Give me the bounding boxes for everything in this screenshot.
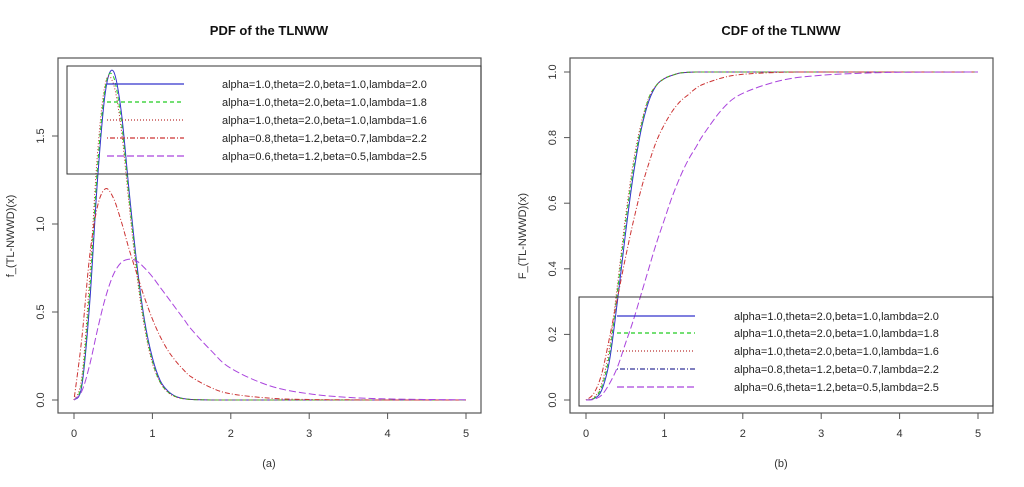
- cdf-legend-label: alpha=1.0,theta=2.0,beta=1.0,lambda=1.8: [734, 328, 939, 340]
- pdf-x-ticks: 0 1 2 3 4 5: [71, 413, 469, 440]
- pdf-y-tick-label: 1.0: [35, 216, 47, 231]
- pdf-y-tick-label: 0.0: [35, 392, 47, 407]
- cdf-series-line: [585, 71, 978, 401]
- pdf-x-tick-label: 0: [71, 428, 77, 440]
- cdf-series-line: [585, 71, 979, 401]
- cdf-legend-label: alpha=0.8,theta=1.2,beta=0.7,lambda=2.2: [734, 364, 939, 376]
- cdf-x-tick-label: 2: [740, 428, 746, 440]
- cdf-legend: alpha=1.0,theta=2.0,beta=1.0,lambda=2.0 a…: [578, 296, 994, 407]
- cdf-y-axis-label: F_(TL-NWWD)(x): [517, 193, 529, 279]
- cdf-y-tick-label: 1.0: [547, 64, 559, 79]
- pdf-series-line: [73, 258, 467, 401]
- pdf-y-ticks: 0.0 0.5 1.0 1.5: [35, 128, 58, 408]
- cdf-series-line: [585, 71, 978, 401]
- cdf-x-tick-label: 0: [583, 428, 589, 440]
- pdf-series-line: [73, 72, 466, 401]
- cdf-y-tick-label: 0.6: [547, 196, 559, 211]
- pdf-chart-title: PDF of the TLNWW: [210, 23, 329, 38]
- cdf-x-tick-label: 3: [818, 428, 824, 440]
- cdf-x-ticks: 0 1 2 3 4 5: [583, 413, 981, 440]
- cdf-legend-label: alpha=1.0,theta=2.0,beta=1.0,lambda=1.6: [734, 346, 939, 358]
- cdf-x-tick-label: 4: [897, 428, 903, 440]
- pdf-legend: alpha=1.0,theta=2.0,beta=1.0,lambda=2.0 a…: [66, 65, 482, 175]
- pdf-legend-label: alpha=1.0,theta=2.0,beta=1.0,lambda=1.6: [222, 115, 427, 127]
- cdf-y-tick-label: 0.2: [547, 327, 559, 342]
- cdf-chart-title: CDF of the TLNWW: [721, 23, 841, 38]
- pdf-legend-label: alpha=0.8,theta=1.2,beta=0.7,lambda=2.2: [222, 133, 427, 145]
- pdf-panel: PDF of the TLNWW (a) f_(TL-NWWD)(x) 0 1 2 3…: [5, 23, 482, 470]
- pdf-x-tick-label: 3: [306, 428, 312, 440]
- pdf-x-tick-label: 5: [463, 428, 469, 440]
- cdf-legend-label: alpha=1.0,theta=2.0,beta=1.0,lambda=2.0: [734, 311, 939, 323]
- pdf-y-tick-label: 0.5: [35, 304, 47, 319]
- cdf-y-tick-label: 0.8: [547, 130, 559, 145]
- cdf-panel: CDF of the TLNWW (b) F_(TL-NWWD)(x) 0 1 2 3…: [517, 23, 994, 470]
- cdf-y-ticks: 0.0 0.2 0.4 0.6 0.8 1.0: [547, 64, 570, 408]
- pdf-legend-label: alpha=1.0,theta=2.0,beta=1.0,lambda=2.0: [222, 79, 427, 91]
- pdf-x-tick-label: 2: [228, 428, 234, 440]
- pdf-y-tick-label: 1.5: [35, 128, 47, 143]
- pdf-legend-label: alpha=1.0,theta=2.0,beta=1.0,lambda=1.8: [222, 97, 427, 109]
- cdf-x-tick-label: 5: [975, 428, 981, 440]
- cdf-plot-frame: [569, 57, 994, 414]
- pdf-series-line: [73, 188, 466, 401]
- cdf-x-axis-label: (b): [774, 458, 787, 470]
- pdf-series-lines: [73, 69, 467, 401]
- cdf-y-tick-label: 0.0: [547, 392, 559, 407]
- pdf-y-axis-label: f_(TL-NWWD)(x): [5, 195, 17, 277]
- pdf-x-axis-label: (a): [262, 458, 275, 470]
- cdf-y-tick-label: 0.4: [547, 261, 559, 276]
- pdf-legend-box: [66, 65, 482, 175]
- pdf-x-tick-label: 1: [149, 428, 155, 440]
- cdf-x-tick-label: 1: [661, 428, 667, 440]
- pdf-x-tick-label: 4: [385, 428, 391, 440]
- cdf-legend-box: [578, 296, 994, 407]
- pdf-plot-frame: [57, 57, 482, 414]
- pdf-series-line: [73, 69, 466, 401]
- pdf-legend-label: alpha=0.6,theta=1.2,beta=0.5,lambda=2.5: [222, 151, 427, 163]
- cdf-series-lines: [585, 71, 979, 401]
- cdf-legend-label: alpha=0.6,theta=1.2,beta=0.5,lambda=2.5: [734, 382, 939, 394]
